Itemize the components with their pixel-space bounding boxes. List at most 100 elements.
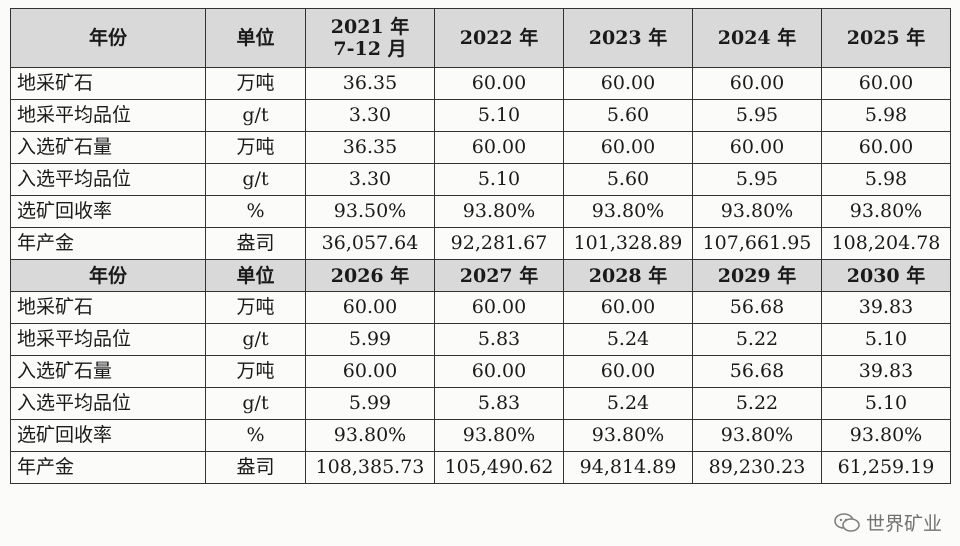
header-year: 2029 年 <box>692 259 822 292</box>
table-cell: 93.50% <box>305 195 435 228</box>
table-row: 地采矿石 万吨 60.00 60.00 60.00 56.68 39.83 <box>10 291 951 324</box>
table-cell: 36.35 <box>305 67 435 100</box>
row-label: 入选矿石量 <box>10 355 206 388</box>
table-cell: 108,204.78 <box>821 227 951 260</box>
watermark: 世界矿业 <box>834 509 942 536</box>
production-plan-table: 年份 单位 2021 年 7-12 月 2022 年 2023 年 2024 年 2025 年… <box>10 8 951 484</box>
row-label: 入选平均品位 <box>10 387 206 420</box>
table-cell: 93.80% <box>563 195 693 228</box>
row-unit: 万吨 <box>205 355 306 388</box>
table-cell: 60.00 <box>305 291 435 324</box>
table-row: 入选矿石量 万吨 60.00 60.00 60.00 56.68 39.83 <box>10 355 951 388</box>
row-unit: g/t <box>205 99 306 132</box>
table-cell: 94,814.89 <box>563 451 693 484</box>
table-row: 地采平均品位 g/t 3.30 5.10 5.60 5.95 5.98 <box>10 99 951 132</box>
table-row: 地采平均品位 g/t 5.99 5.83 5.24 5.22 5.10 <box>10 323 951 356</box>
table-cell: 5.10 <box>821 323 951 356</box>
wechat-icon <box>834 512 860 533</box>
row-label: 选矿回收率 <box>10 195 206 228</box>
table-cell: 56.68 <box>692 291 822 324</box>
header-year: 2024 年 <box>692 8 822 68</box>
row-unit: 万吨 <box>205 67 306 100</box>
table-cell: 5.60 <box>563 163 693 196</box>
table-cell: 93.80% <box>563 419 693 452</box>
header-row: 年份 单位 2026 年 2027 年 2028 年 2029 年 2030 年 <box>10 259 951 292</box>
table-cell: 5.95 <box>692 163 822 196</box>
table-cell: 93.80% <box>434 195 564 228</box>
table-cell: 3.30 <box>305 163 435 196</box>
header-year: 2030 年 <box>821 259 951 292</box>
table-cell: 60.00 <box>692 131 822 164</box>
table-cell: 60.00 <box>692 67 822 100</box>
row-label: 地采矿石 <box>10 291 206 324</box>
table-cell: 60.00 <box>434 131 564 164</box>
header-year: 2027 年 <box>434 259 564 292</box>
table-cell: 5.10 <box>434 99 564 132</box>
table-body: 年份 单位 2021 年 7-12 月 2022 年 2023 年 2024 年 2025 年… <box>10 8 951 484</box>
table-cell: 5.10 <box>821 387 951 420</box>
table-cell: 93.80% <box>434 419 564 452</box>
table-cell: 105,490.62 <box>434 451 564 484</box>
table-row: 入选平均品位 g/t 3.30 5.10 5.60 5.95 5.98 <box>10 163 951 196</box>
header-year: 2022 年 <box>434 8 564 68</box>
table-cell: 60.00 <box>821 131 951 164</box>
table-cell: 60.00 <box>563 291 693 324</box>
row-label: 入选平均品位 <box>10 163 206 196</box>
table-row: 年产金 盎司 36,057.64 92,281.67 101,328.89 107,661… <box>10 227 951 260</box>
row-label: 年产金 <box>10 451 206 484</box>
table-cell: 5.60 <box>563 99 693 132</box>
table-cell: 5.24 <box>563 323 693 356</box>
table-cell: 60.00 <box>563 355 693 388</box>
table-cell: 5.98 <box>821 99 951 132</box>
table-cell: 60.00 <box>434 67 564 100</box>
table-cell: 39.83 <box>821 291 951 324</box>
table-cell: 60.00 <box>434 355 564 388</box>
table-cell: 5.83 <box>434 387 564 420</box>
table-cell: 101,328.89 <box>563 227 693 260</box>
table-cell: 5.22 <box>692 387 822 420</box>
row-unit: 盎司 <box>205 227 306 260</box>
row-unit: % <box>205 419 306 452</box>
table-row: 选矿回收率% 93.80% 93.80% 93.80% 93.80% 93.80% <box>10 419 951 452</box>
table-cell: 5.83 <box>434 323 564 356</box>
table-row: 地采矿石 万吨 36.35 60.00 60.00 60.00 60.00 <box>10 67 951 100</box>
row-unit: 盎司 <box>205 451 306 484</box>
row-label: 地采平均品位 <box>10 323 206 356</box>
table-cell: 92,281.67 <box>434 227 564 260</box>
row-unit: g/t <box>205 163 306 196</box>
table-cell: 5.22 <box>692 323 822 356</box>
table-cell: 5.24 <box>563 387 693 420</box>
table-cell: 39.83 <box>821 355 951 388</box>
table-row: 年产金 盎司 108,385.73 105,490.62 94,814.89 89,230… <box>10 451 951 484</box>
table-cell: 5.98 <box>821 163 951 196</box>
header-year: 2028 年 <box>563 259 693 292</box>
table-cell: 60.00 <box>305 355 435 388</box>
header-year: 2021 年 7-12 月 <box>305 8 435 68</box>
table-cell: 56.68 <box>692 355 822 388</box>
table-cell: 93.80% <box>692 195 822 228</box>
table-cell: 5.95 <box>692 99 822 132</box>
header-year: 2026 年 <box>305 259 435 292</box>
row-label: 地采平均品位 <box>10 99 206 132</box>
header-year: 2023 年 <box>563 8 693 68</box>
row-label: 选矿回收率 <box>10 419 206 452</box>
table-cell: 60.00 <box>563 67 693 100</box>
table-cell: 36.35 <box>305 131 435 164</box>
row-unit: g/t <box>205 387 306 420</box>
row-unit: 万吨 <box>205 291 306 324</box>
row-unit: % <box>205 195 306 228</box>
table-cell: 60.00 <box>563 131 693 164</box>
row-label: 地采矿石 <box>10 67 206 100</box>
row-label: 年产金 <box>10 227 206 260</box>
table-cell: 3.30 <box>305 99 435 132</box>
table-cell: 89,230.23 <box>692 451 822 484</box>
header-year-label: 年份 <box>10 8 206 68</box>
header-row: 年份 单位 2021 年 7-12 月 2022 年 2023 年 2024 年 2025 年 <box>10 8 951 68</box>
table-cell: 5.99 <box>305 387 435 420</box>
table-cell: 93.80% <box>692 419 822 452</box>
row-label: 入选矿石量 <box>10 131 206 164</box>
header-unit-label: 单位 <box>205 8 306 68</box>
row-unit: g/t <box>205 323 306 356</box>
row-unit: 万吨 <box>205 131 306 164</box>
header-year: 2025 年 <box>821 8 951 68</box>
